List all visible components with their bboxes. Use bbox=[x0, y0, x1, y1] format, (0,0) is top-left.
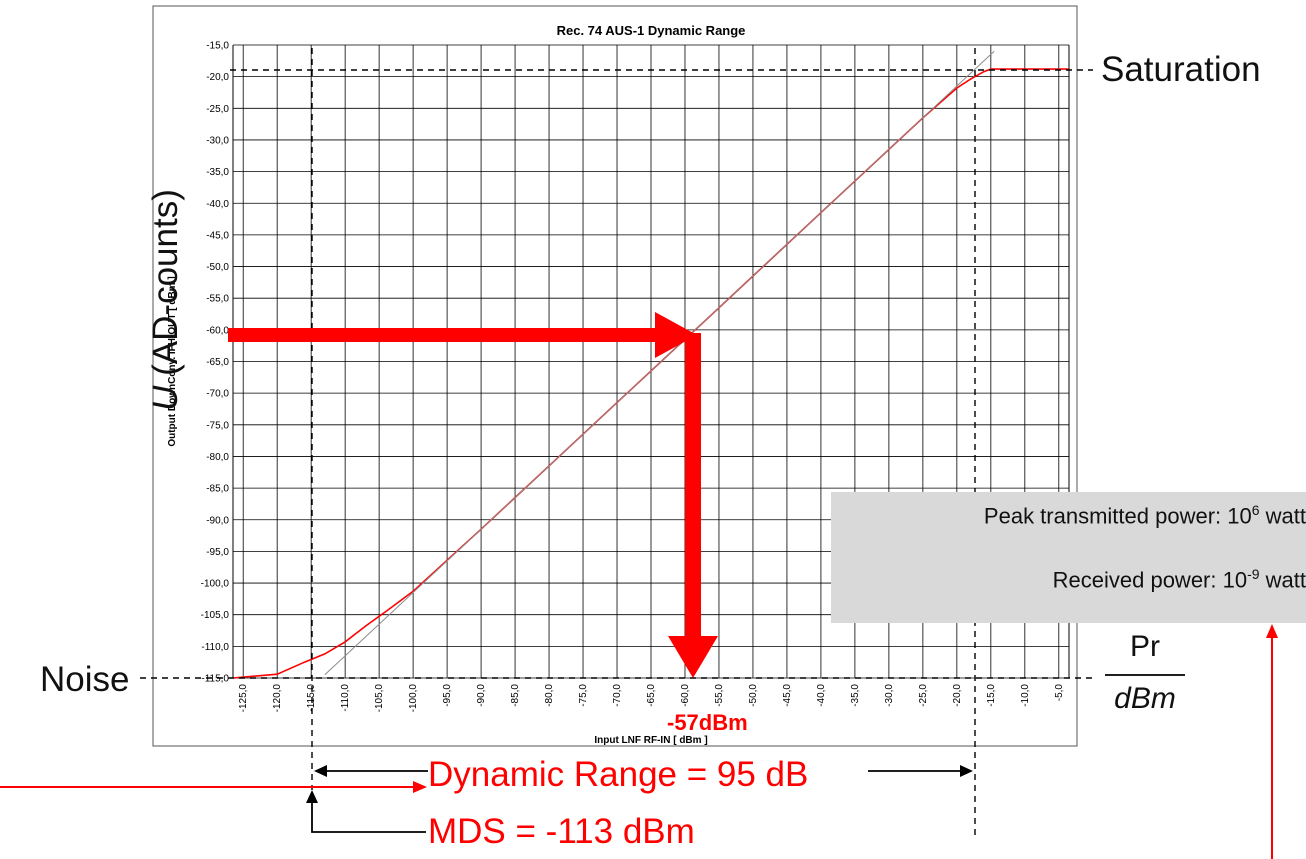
dr-left-arrowhead bbox=[314, 765, 327, 777]
x-tick-label: -85,0 bbox=[510, 684, 521, 707]
chart-title: Rec. 74 AUS-1 Dynamic Range bbox=[557, 23, 746, 38]
chart-panel bbox=[152, 5, 1078, 747]
x-tick-label: -25,0 bbox=[918, 684, 929, 707]
x-tick-label: -125,0 bbox=[238, 684, 249, 713]
dynamic-range-label: Dynamic Range = 95 dB bbox=[428, 755, 809, 794]
y-tick-label: -50,0 bbox=[206, 262, 229, 273]
y-tick-label: -40,0 bbox=[206, 199, 229, 210]
vertical-arrow-shaft bbox=[685, 333, 701, 641]
x-tick-label: -80,0 bbox=[544, 684, 555, 707]
y-tick-label: -55,0 bbox=[206, 294, 229, 305]
noise-label: Noise bbox=[40, 660, 130, 699]
y-axis-label: Output DownConv. IFH-OUT [ dBm ] bbox=[167, 276, 178, 446]
x-tick-label: -20,0 bbox=[952, 684, 963, 707]
dr-right-arrowhead bbox=[960, 765, 973, 777]
x-tick-label: -75,0 bbox=[578, 684, 589, 707]
y-tick-label: -45,0 bbox=[206, 230, 229, 241]
x-tick-label: -55,0 bbox=[714, 684, 725, 707]
mds-label: MDS = -113 dBm bbox=[428, 812, 695, 851]
x-tick-label: -40,0 bbox=[816, 684, 827, 707]
x-tick-label: -5,0 bbox=[1054, 684, 1065, 702]
x-tick-label: -35,0 bbox=[850, 684, 861, 707]
mds-pointer-arrowhead bbox=[306, 790, 318, 803]
x-tick-label: -70,0 bbox=[612, 684, 623, 707]
received-power-text: Received power: 10-9 watt bbox=[1052, 566, 1306, 593]
ideal-line bbox=[324, 50, 995, 676]
x-tick-label: -105,0 bbox=[374, 684, 385, 713]
y-tick-label: -110,0 bbox=[201, 642, 229, 653]
y-tick-label: -70,0 bbox=[206, 389, 229, 400]
peak-power-text: Peak transmitted power: 106 watt bbox=[983, 502, 1306, 529]
x-tick-label: -100,0 bbox=[408, 684, 419, 713]
x-tick-label: -65,0 bbox=[646, 684, 657, 707]
y-tick-label: -95,0 bbox=[206, 547, 229, 558]
dbm-label: dBm bbox=[1114, 682, 1176, 715]
y-tick-label: -90,0 bbox=[206, 515, 229, 526]
u-axis-label: U (AD-counts) bbox=[146, 189, 185, 411]
power-info-box: Peak transmitted power: 106 watt Receive… bbox=[831, 492, 1306, 623]
x-tick-label: -120,0 bbox=[272, 684, 283, 713]
y-tick-label: -35,0 bbox=[206, 167, 229, 178]
y-tick-label: -30,0 bbox=[206, 135, 229, 146]
horizontal-arrow-shaft bbox=[228, 328, 660, 342]
pr-label: Pr bbox=[1130, 630, 1160, 663]
y-tick-label: -85,0 bbox=[206, 484, 229, 495]
y-tick-label: -15,0 bbox=[206, 41, 229, 52]
y-tick-label: -75,0 bbox=[206, 420, 229, 431]
x-tick-label: -50,0 bbox=[748, 684, 759, 707]
x-tick-label: -110,0 bbox=[340, 684, 351, 712]
vertical-arrow-head bbox=[668, 636, 718, 678]
y-tick-label: -100,0 bbox=[201, 579, 230, 590]
x-tick-label: -45,0 bbox=[782, 684, 793, 707]
y-tick-label: -25,0 bbox=[206, 104, 229, 115]
x-tick-label: -95,0 bbox=[442, 684, 453, 707]
x-tick-label: -10,0 bbox=[1020, 684, 1031, 707]
horizontal-arrow-head bbox=[655, 312, 697, 358]
x-tick-label: -30,0 bbox=[884, 684, 895, 707]
y-tick-label: -60,0 bbox=[206, 325, 229, 336]
y-tick-label: -80,0 bbox=[206, 452, 229, 463]
dr-red-pointer-head bbox=[413, 781, 427, 793]
y-tick-label: -105,0 bbox=[201, 610, 230, 621]
x-tick-label: -90,0 bbox=[476, 684, 487, 707]
x-tick-label: -15,0 bbox=[986, 684, 997, 707]
x-tick-label: -60,0 bbox=[680, 684, 691, 707]
mds-pointer-line bbox=[311, 795, 426, 833]
received-power-pointer-head bbox=[1266, 624, 1278, 638]
y-tick-label: -65,0 bbox=[206, 357, 229, 368]
saturation-label: Saturation bbox=[1101, 50, 1261, 89]
y-tick-label: -115,0 bbox=[201, 674, 229, 685]
marker-label: -57dBm bbox=[667, 710, 748, 735]
y-tick-label: -20,0 bbox=[206, 72, 229, 83]
x-axis-label: Input LNF RF-IN [ dBm ] bbox=[594, 735, 707, 746]
